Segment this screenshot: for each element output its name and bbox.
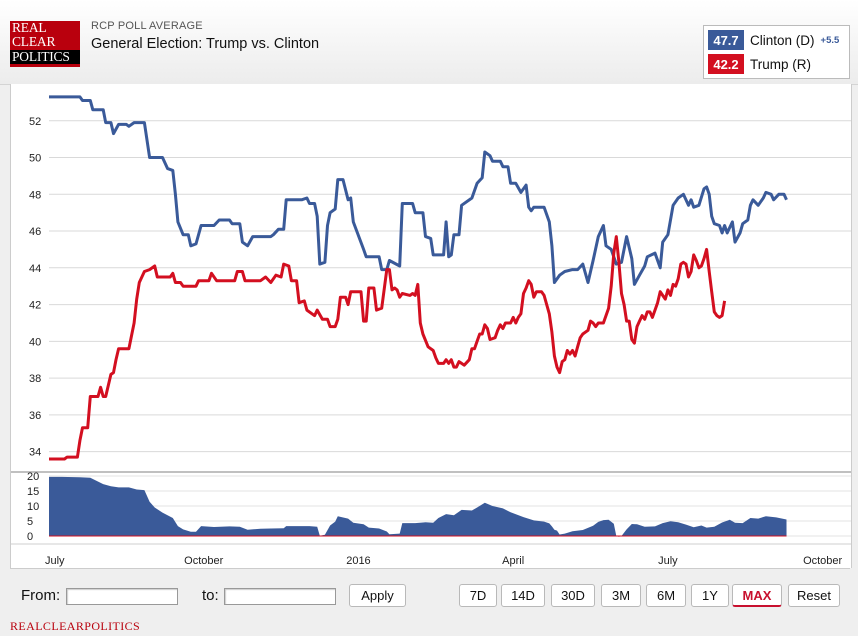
series-line-trump: [49, 235, 727, 461]
apply-button[interactable]: Apply: [349, 584, 406, 607]
trump-value: 42.2: [708, 54, 744, 74]
reset-button[interactable]: Reset: [788, 584, 840, 607]
rcp-logo[interactable]: REAL CLEAR POLITICS: [10, 21, 80, 67]
x-tick-label: 2016: [346, 555, 370, 567]
clinton-value: 47.7: [708, 30, 744, 50]
y-tick-label: 36: [29, 410, 41, 422]
from-label: From:: [21, 587, 61, 604]
x-tick-label: July: [45, 555, 65, 567]
y-tick-label: 48: [29, 189, 41, 201]
spread-y-tick-label: 5: [27, 516, 33, 528]
spread-y-tick-label: 0: [27, 531, 33, 543]
spread-y-tick-label: 10: [27, 501, 39, 513]
clinton-spread: +5.5: [820, 34, 840, 46]
footer-brand[interactable]: REALCLEARPOLITICS: [10, 619, 141, 633]
series-line-clinton: [49, 95, 788, 286]
y-tick-label: 38: [29, 373, 41, 385]
y-tick-label: 44: [29, 263, 41, 275]
x-tick-label: July: [658, 555, 678, 567]
chart-title: General Election: Trump vs. Clinton: [91, 36, 320, 52]
range-14d-button[interactable]: 14D: [501, 584, 545, 607]
range-30d-button[interactable]: 30D: [551, 584, 595, 607]
spread-y-tick-label: 20: [27, 471, 39, 483]
range-7d-button[interactable]: 7D: [459, 584, 497, 607]
logo-line-2: CLEAR: [12, 34, 56, 49]
x-tick-label: April: [502, 555, 524, 567]
y-tick-label: 42: [29, 300, 41, 312]
y-tick-label: 46: [29, 226, 41, 238]
logo-line-1: REAL: [12, 20, 47, 35]
to-date-input[interactable]: [224, 588, 336, 605]
range-1y-button[interactable]: 1Y: [691, 584, 729, 607]
range-3m-button[interactable]: 3M: [601, 584, 641, 607]
to-label: to:: [202, 587, 219, 604]
chart-panel: 34 36 38 40 42 44 46 48 50 52 0 5 10 15 20 July October 2…: [10, 84, 852, 568]
trump-name: Trump (R): [750, 56, 811, 72]
legend-trump[interactable]: 42.2 Trump (R): [708, 54, 811, 74]
range-6m-button[interactable]: 6M: [646, 584, 686, 607]
x-tick-label: October: [803, 555, 842, 567]
spread-y-tick-label: 15: [27, 486, 39, 498]
legend-clinton[interactable]: 47.7 Clinton (D) +5.5: [708, 30, 839, 50]
from-date-input[interactable]: [66, 588, 178, 605]
y-tick-label: 50: [29, 153, 41, 165]
legend: 47.7 Clinton (D) +5.5 42.2 Trump (R): [703, 25, 850, 79]
logo-line-3: POLITICS: [10, 50, 80, 64]
x-tick-label: October: [184, 555, 223, 567]
range-max-button[interactable]: MAX: [732, 584, 782, 607]
chart-svg[interactable]: 34 36 38 40 42 44 46 48 50 52 0 5 10 15 20 July October 2…: [11, 84, 851, 568]
y-tick-label: 40: [29, 336, 41, 348]
header: REAL CLEAR POLITICS RCP POLL AVERAGE Gen…: [0, 0, 858, 85]
y-tick-label: 52: [29, 116, 41, 128]
controls-bar: From: to: Apply 7D 14D 30D 3M 6M 1Y MAX …: [10, 568, 850, 617]
spread-area-clinton: [49, 476, 787, 536]
y-tick-label: 34: [29, 447, 41, 459]
clinton-name: Clinton (D): [750, 32, 815, 48]
chart-subtitle: RCP POLL AVERAGE: [91, 20, 203, 32]
